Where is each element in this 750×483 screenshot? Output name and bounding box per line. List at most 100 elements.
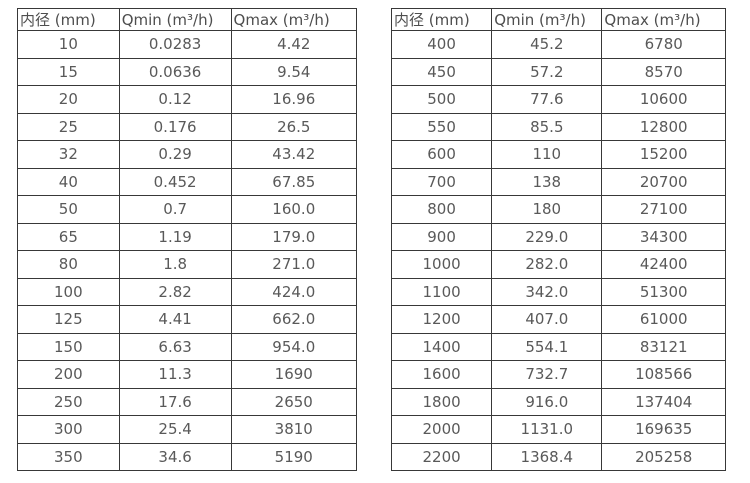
table-cell: 250	[17, 387, 120, 416]
table-cell: 1000	[390, 250, 493, 279]
table-cell: 732.7	[491, 360, 603, 389]
table-row: 450 57.2 8570	[390, 57, 726, 86]
table-cell: 450	[390, 57, 493, 86]
table-row: 1600 732.7 108566	[390, 360, 726, 389]
table-cell: 83121	[601, 332, 726, 361]
table-cell: 138	[491, 167, 603, 196]
header-row: 内径 (mm) Qmin (m³/h) Qmax (m³/h)	[390, 8, 726, 31]
flow-table-small-diameters: 内径 (mm) Qmin (m³/h) Qmax (m³/h) 10 0.0283 4.4…	[17, 8, 358, 471]
table-cell: 1100	[390, 277, 493, 306]
table-row: 1100 342.0 51300	[390, 277, 726, 306]
table-cell: 954.0	[230, 332, 358, 361]
table-cell: 32	[17, 140, 120, 169]
table-cell: 900	[390, 222, 493, 251]
column-header: Qmin (m³/h)	[118, 8, 232, 31]
table-cell: 1690	[230, 360, 358, 389]
table-row: 300 25.4 3810	[17, 415, 358, 444]
table-row: 1400 554.1 83121	[390, 332, 726, 361]
table-cell: 137404	[601, 387, 726, 416]
table-cell: 15	[17, 57, 120, 86]
table-row: 15 0.0636 9.54	[17, 57, 358, 86]
table-cell: 0.0283	[118, 30, 232, 59]
table-cell: 0.176	[118, 112, 232, 141]
table-cell: 6.63	[118, 332, 232, 361]
column-header: Qmax (m³/h)	[230, 8, 358, 31]
table-cell: 5190	[230, 442, 358, 471]
table-cell: 229.0	[491, 222, 603, 251]
table-row: 550 85.5 12800	[390, 112, 726, 141]
table-row: 600 110 15200	[390, 140, 726, 169]
table-row: 1200 407.0 61000	[390, 305, 726, 334]
table-cell: 0.452	[118, 167, 232, 196]
table-cell: 700	[390, 167, 493, 196]
table-cell: 169635	[601, 415, 726, 444]
table-row: 65 1.19 179.0	[17, 222, 358, 251]
table-cell: 0.7	[118, 195, 232, 224]
table-cell: 42400	[601, 250, 726, 279]
table-row: 150 6.63 954.0	[17, 332, 358, 361]
table-cell: 2650	[230, 387, 358, 416]
table-cell: 424.0	[230, 277, 358, 306]
table-cell: 1200	[390, 305, 493, 334]
table-cell: 1.8	[118, 250, 232, 279]
table-row: 800 180 27100	[390, 195, 726, 224]
table-cell: 662.0	[230, 305, 358, 334]
table-cell: 2.82	[118, 277, 232, 306]
table-cell: 4.41	[118, 305, 232, 334]
column-header: 内径 (mm)	[17, 8, 120, 31]
table-cell: 25.4	[118, 415, 232, 444]
table-row: 1800 916.0 137404	[390, 387, 726, 416]
table-cell: 554.1	[491, 332, 603, 361]
table-cell: 1.19	[118, 222, 232, 251]
table-cell: 61000	[601, 305, 726, 334]
table-row: 2000 1131.0 169635	[390, 415, 726, 444]
table-cell: 65	[17, 222, 120, 251]
table-cell: 916.0	[491, 387, 603, 416]
table-row: 10 0.0283 4.42	[17, 30, 358, 59]
header-row: 内径 (mm) Qmin (m³/h) Qmax (m³/h)	[17, 8, 358, 31]
table-cell: 45.2	[491, 30, 603, 59]
table-cell: 180	[491, 195, 603, 224]
table-cell: 34300	[601, 222, 726, 251]
table-cell: 110	[491, 140, 603, 169]
table-row: 40 0.452 67.85	[17, 167, 358, 196]
table-cell: 108566	[601, 360, 726, 389]
table-cell: 20	[17, 85, 120, 114]
table-cell: 342.0	[491, 277, 603, 306]
table-row: 125 4.41 662.0	[17, 305, 358, 334]
table-row: 250 17.6 2650	[17, 387, 358, 416]
table-cell: 500	[390, 85, 493, 114]
table-row: 900 229.0 34300	[390, 222, 726, 251]
table-cell: 200	[17, 360, 120, 389]
table-cell: 1600	[390, 360, 493, 389]
table-cell: 205258	[601, 442, 726, 471]
table-cell: 150	[17, 332, 120, 361]
table-cell: 125	[17, 305, 120, 334]
table-cell: 8570	[601, 57, 726, 86]
table-cell: 3810	[230, 415, 358, 444]
table-cell: 40	[17, 167, 120, 196]
table-row: 200 11.3 1690	[17, 360, 358, 389]
table-cell: 9.54	[230, 57, 358, 86]
table-cell: 10	[17, 30, 120, 59]
table-row: 2200 1368.4 205258	[390, 442, 726, 471]
table-cell: 10600	[601, 85, 726, 114]
table-cell: 80	[17, 250, 120, 279]
table-cell: 160.0	[230, 195, 358, 224]
table-row: 25 0.176 26.5	[17, 112, 358, 141]
table-cell: 0.12	[118, 85, 232, 114]
table-cell: 85.5	[491, 112, 603, 141]
table-cell: 26.5	[230, 112, 358, 141]
table-row: 50 0.7 160.0	[17, 195, 358, 224]
table-cell: 600	[390, 140, 493, 169]
table-row: 1000 282.0 42400	[390, 250, 726, 279]
table-cell: 1368.4	[491, 442, 603, 471]
table-cell: 0.29	[118, 140, 232, 169]
table-cell: 800	[390, 195, 493, 224]
table-row: 32 0.29 43.42	[17, 140, 358, 169]
table-cell: 271.0	[230, 250, 358, 279]
table-cell: 0.0636	[118, 57, 232, 86]
table-cell: 50	[17, 195, 120, 224]
table-cell: 15200	[601, 140, 726, 169]
